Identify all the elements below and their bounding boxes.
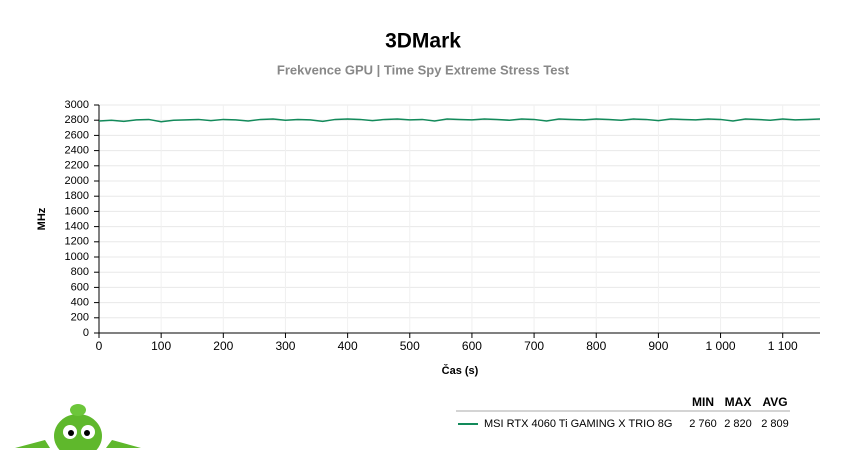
x-tick-label: 1 100 <box>768 339 798 353</box>
y-tick-label: 400 <box>71 297 89 309</box>
y-tick-label: 2200 <box>65 160 89 172</box>
y-tick-label: 1400 <box>65 221 89 233</box>
y-tick-label: 0 <box>83 327 89 339</box>
x-tick-label: 500 <box>400 339 420 353</box>
x-tick-label: 700 <box>524 339 544 353</box>
y-tick-label: 1600 <box>65 205 89 217</box>
y-tick-label: 600 <box>71 281 89 293</box>
x-tick-label: 400 <box>338 339 358 353</box>
legend-label: MSI RTX 4060 Ti GAMING X TRIO 8G <box>484 418 672 430</box>
y-tick-label: 1800 <box>65 190 89 202</box>
y-tick-label: 2400 <box>65 145 89 157</box>
stats-header: MAX <box>725 395 752 409</box>
stats-value: 2 809 <box>761 418 789 430</box>
x-tick-label: 300 <box>275 339 295 353</box>
chart-title: 3DMark <box>385 30 461 53</box>
x-tick-label: 0 <box>96 339 103 353</box>
logo <box>15 404 141 450</box>
x-axis-label: Čas (s) <box>442 364 479 377</box>
y-axis-label: MHz <box>36 207 48 230</box>
x-tick-label: 600 <box>462 339 482 353</box>
x-tick-label: 200 <box>213 339 233 353</box>
y-tick-label: 800 <box>71 266 89 278</box>
y-tick-label: 2800 <box>65 114 89 126</box>
x-tick-label: 1 000 <box>706 339 736 353</box>
line-series <box>98 118 821 123</box>
chart-subtitle: Frekvence GPU | Time Spy Extreme Stress … <box>277 62 570 77</box>
stats-header: AVG <box>762 395 787 409</box>
y-tick-label: 2600 <box>65 129 89 141</box>
stats-value: 2 820 <box>724 418 752 430</box>
y-tick-label: 200 <box>71 312 89 324</box>
y-tick-label: 3000 <box>65 99 89 111</box>
stats-value: 2 760 <box>689 418 717 430</box>
x-tick-label: 900 <box>648 339 668 353</box>
x-tick-label: 100 <box>151 339 171 353</box>
y-tick-label: 2000 <box>65 175 89 187</box>
stats-header: MIN <box>692 395 714 409</box>
y-tick-label: 1000 <box>65 251 89 263</box>
y-tick-label: 1200 <box>65 236 89 248</box>
x-tick-label: 800 <box>586 339 606 353</box>
